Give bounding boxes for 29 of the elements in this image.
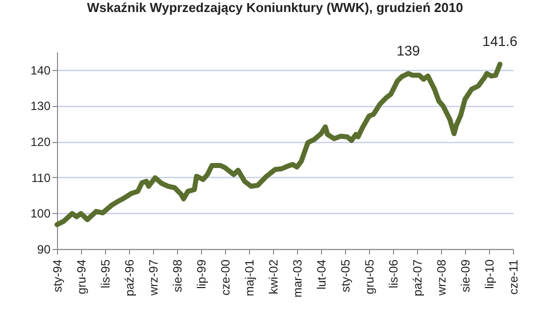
y-tick-label: 120: [30, 135, 51, 150]
x-tick-label: gru-94: [74, 259, 88, 294]
annotation: 141.6: [482, 33, 518, 50]
y-tick-label: 90: [37, 242, 51, 256]
x-tick-label: kwi-02: [266, 259, 280, 294]
x-tick-label: paź-96: [122, 259, 136, 296]
y-tick-label: 100: [30, 206, 51, 221]
annotation: 139: [396, 42, 420, 58]
x-tick-label: paź-07: [410, 259, 424, 296]
y-tick-label: 110: [31, 170, 51, 185]
x-tick-label: mar-03: [290, 259, 304, 298]
x-tick-label: lut-04: [314, 259, 329, 290]
x-tick-label: wrz-97: [146, 259, 161, 297]
x-tick-label: sie-09: [458, 259, 473, 292]
x-tick-label: lis-95: [98, 259, 112, 288]
chart-title: Wskaźnik Wyprzedzający Koniunktury (WWK), grudzień 2010: [86, 0, 464, 16]
x-tick-label: gru-05: [362, 259, 377, 294]
y-tick-label: 130: [30, 99, 51, 114]
x-tick-label: lip-10: [482, 259, 496, 289]
x-tick-label: sty-94: [50, 259, 64, 292]
y-tick-label: 140: [30, 63, 51, 78]
x-tick-label: wrz-08: [434, 259, 449, 297]
x-tick-label: maj-01: [242, 259, 256, 296]
x-tick-label: sie-98: [170, 259, 184, 292]
x-tick-label: cze-00: [218, 259, 232, 296]
x-tick-label: lip-99: [194, 259, 208, 289]
x-tick-label: lis-06: [386, 259, 401, 288]
x-tick-label: sty-05: [338, 259, 353, 292]
x-tick-label: cze-11: [506, 259, 520, 295]
